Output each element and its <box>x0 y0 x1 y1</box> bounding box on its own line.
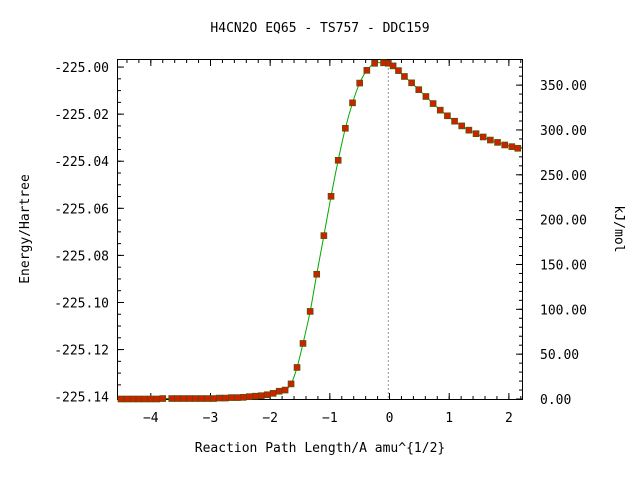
data-point <box>174 395 181 402</box>
y-axis-left: -225.14 -225.12 -225.10 -225.08 -225.06 -225.… <box>54 61 124 406</box>
data-point <box>458 122 466 130</box>
data-point <box>159 395 167 402</box>
data-point <box>228 394 235 401</box>
x-axis-label: Reaction Path Length/A amu^{1/2} <box>195 441 445 456</box>
data-point <box>320 232 328 239</box>
data-point <box>342 124 349 132</box>
data-point <box>117 395 125 403</box>
data-point <box>123 395 131 403</box>
x-tick-label: −2 <box>262 411 278 426</box>
y-tick-label: -225.00 <box>54 61 109 76</box>
data-point <box>408 79 415 87</box>
data-point <box>436 106 444 114</box>
data-point <box>287 380 295 388</box>
y2-tick-label: 50.00 <box>540 348 579 363</box>
data-point <box>371 59 378 67</box>
data-point <box>465 126 473 134</box>
y-axis-right: 0.00 50.00 100.00 150.00 200.00 250.00 300.00 3… <box>516 79 587 408</box>
chart-title: H4CN2O EQ65 - TS757 - DDC159 <box>210 21 429 36</box>
plot-frame <box>117 59 523 400</box>
y-tick-label: -225.02 <box>54 108 109 123</box>
data-point <box>356 79 363 87</box>
data-point <box>514 144 522 152</box>
data-point <box>222 394 229 402</box>
data-point <box>263 391 271 399</box>
x-tick-label: −3 <box>203 411 219 426</box>
data-point <box>210 395 217 402</box>
y2-tick-label: 0.00 <box>540 393 571 408</box>
data-point <box>508 143 516 150</box>
data-point <box>186 395 193 402</box>
data-point <box>479 133 487 141</box>
data-point <box>198 395 205 402</box>
y-tick-label: -225.06 <box>54 202 109 217</box>
y-tick-label: -225.04 <box>54 155 109 170</box>
data-point <box>487 136 494 144</box>
y-tick-label: -225.12 <box>54 344 109 359</box>
data-point <box>334 156 342 164</box>
y2-tick-label: 200.00 <box>540 214 587 229</box>
data-point <box>192 395 199 402</box>
data-point <box>293 364 301 371</box>
data-point <box>257 392 265 400</box>
data-point <box>501 141 508 149</box>
data-point <box>251 392 259 400</box>
data-point <box>401 73 408 80</box>
y2-tick-label: 150.00 <box>540 258 587 273</box>
data-point <box>444 112 451 120</box>
data-point <box>269 390 277 397</box>
y-tick-label: -225.08 <box>54 249 109 264</box>
data-point <box>180 395 187 402</box>
data-point <box>327 193 335 200</box>
y-tick-label: -225.10 <box>54 296 109 311</box>
data-point <box>275 387 283 395</box>
data-point <box>204 395 211 402</box>
data-point <box>429 100 437 107</box>
data-point <box>141 395 149 403</box>
x-tick-label: −1 <box>322 411 338 426</box>
data-point <box>415 86 423 93</box>
data-points <box>117 59 522 403</box>
data-point <box>147 395 155 403</box>
data-point <box>494 139 501 146</box>
data-point <box>395 67 402 74</box>
data-point <box>135 395 143 403</box>
data-point <box>313 270 321 278</box>
y-tick-label: -225.14 <box>54 391 109 406</box>
data-point <box>363 67 371 74</box>
x-tick-label: 0 <box>386 411 394 426</box>
x-tick-label: −4 <box>143 411 159 426</box>
data-point <box>472 130 480 137</box>
data-point <box>422 93 430 100</box>
data-point <box>240 394 247 401</box>
data-point <box>451 117 458 125</box>
data-point <box>216 394 223 402</box>
y2-tick-label: 100.00 <box>540 303 587 318</box>
y2-axis-label: kJ/mol <box>611 206 626 253</box>
x-tick-label: 2 <box>505 411 513 426</box>
data-point <box>153 395 161 403</box>
data-point <box>245 393 253 400</box>
data-point <box>168 395 176 402</box>
data-point <box>389 62 397 70</box>
data-point <box>299 340 307 347</box>
y2-tick-label: 300.00 <box>540 124 587 139</box>
data-point <box>234 394 241 401</box>
data-point <box>349 99 356 107</box>
data-point <box>281 386 289 394</box>
data-point <box>306 308 314 315</box>
data-point <box>129 395 137 403</box>
y-axis-label: Energy/Hartree <box>18 174 33 284</box>
y2-tick-label: 250.00 <box>540 169 587 184</box>
y2-tick-label: 350.00 <box>540 79 587 94</box>
x-tick-label: 1 <box>445 411 453 426</box>
